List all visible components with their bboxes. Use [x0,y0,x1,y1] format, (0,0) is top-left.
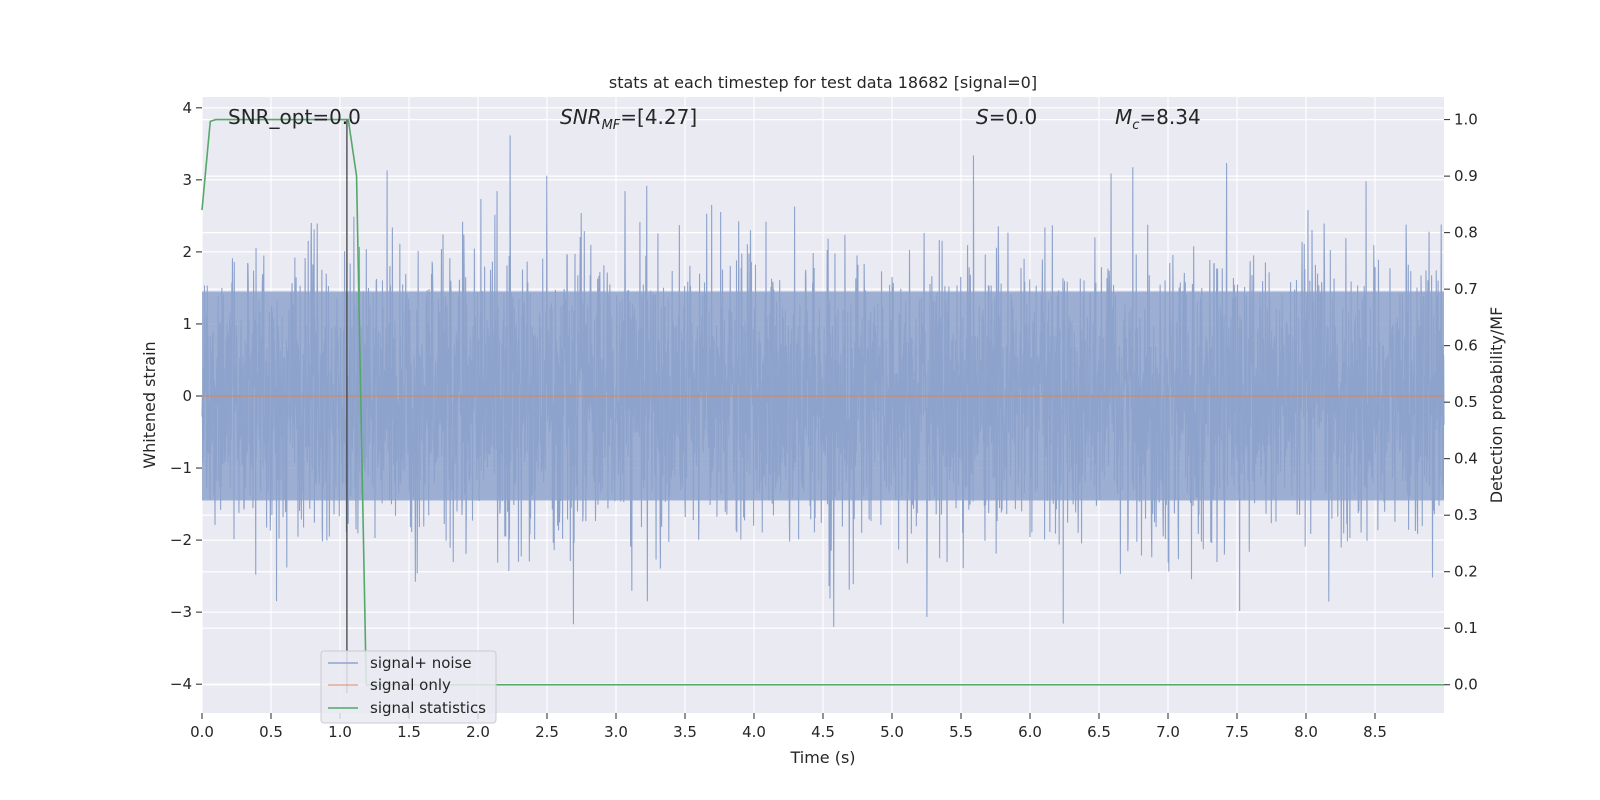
y-tick-label: −3 [170,603,192,621]
right-axis-label: Detection probability/MF [1487,307,1506,504]
y-axis-ticks: 4 3 2 1 0 −1 −2 −3 −4 [170,99,202,693]
x-tick-label: 4.0 [742,723,766,741]
snr-mf-prefix: SNR [560,105,602,129]
s-value: =0.0 [989,105,1038,129]
mc-label: M [1115,105,1132,129]
y-tick-label: −1 [170,459,192,477]
snr-opt-annotation: SNR_opt=0.0 [228,105,361,129]
x-tick-label: 7.5 [1225,723,1249,741]
right-tick-label: 1.0 [1454,111,1478,129]
x-tick-label: 5.0 [880,723,904,741]
legend-label-signal: signal only [370,676,451,694]
right-axis-ticks: 1.0 0.9 0.8 0.7 0.6 0.5 0.4 0.3 0.2 0.1 0.0 [1444,111,1478,694]
x-tick-label: 2.5 [535,723,559,741]
y-tick-label: 3 [182,171,192,189]
y-tick-label: 1 [182,315,192,333]
x-axis-ticks: 0.0 0.5 1.0 1.5 2.0 2.5 3.0 3.5 4.0 4.5 5.0 5.5 6.0 6… [190,713,1387,741]
y-tick-label: 0 [182,387,192,405]
x-tick-label: 6.0 [1018,723,1042,741]
x-tick-label: 8.5 [1363,723,1387,741]
right-tick-label: 0.2 [1454,563,1478,581]
x-tick-label: 2.0 [466,723,490,741]
chart-title: stats at each timestep for test data 186… [609,73,1037,92]
x-tick-label: 6.5 [1087,723,1111,741]
right-tick-label: 0.9 [1454,167,1478,185]
x-tick-label: 1.5 [397,723,421,741]
legend-label-stats: signal statistics [370,699,486,717]
x-tick-label: 0.5 [259,723,283,741]
y-tick-label: −4 [170,675,192,693]
x-tick-label: 8.0 [1294,723,1318,741]
right-tick-label: 0.3 [1454,506,1478,524]
legend: signal+ noise signal only signal statist… [320,650,497,724]
right-tick-label: 0.7 [1454,280,1478,298]
snr-mf-subscript: MF [602,118,621,133]
snr-mf-value: =[4.27] [620,105,697,129]
x-tick-label: 1.0 [328,723,352,741]
legend-label-noise: signal+ noise [370,654,472,672]
x-axis-label: Time (s) [789,748,855,767]
y-axis-label: Whitened strain [140,341,159,468]
x-tick-label: 5.5 [949,723,973,741]
x-tick-label: 4.5 [811,723,835,741]
x-tick-label: 7.0 [1156,723,1180,741]
s-annotation: S=0.0 [976,105,1037,129]
right-tick-label: 0.0 [1454,676,1478,694]
mc-value: =8.34 [1139,105,1200,129]
x-tick-label: 3.5 [673,723,697,741]
snr-mf-annotation: SNRMF=[4.27] [560,105,697,133]
mc-annotation: Mc=8.34 [1115,105,1201,133]
s-label: S [976,105,989,129]
x-tick-label: 0.0 [190,723,214,741]
y-tick-label: 2 [182,243,192,261]
mc-subscript: c [1132,118,1139,133]
y-tick-label: 4 [182,99,192,117]
right-tick-label: 0.5 [1454,393,1478,411]
right-tick-label: 0.8 [1454,224,1478,242]
x-tick-label: 3.0 [604,723,628,741]
right-tick-label: 0.1 [1454,619,1478,637]
right-tick-label: 0.4 [1454,450,1478,468]
right-tick-label: 0.6 [1454,337,1478,355]
legend-box [320,650,497,724]
y-tick-label: −2 [170,531,192,549]
